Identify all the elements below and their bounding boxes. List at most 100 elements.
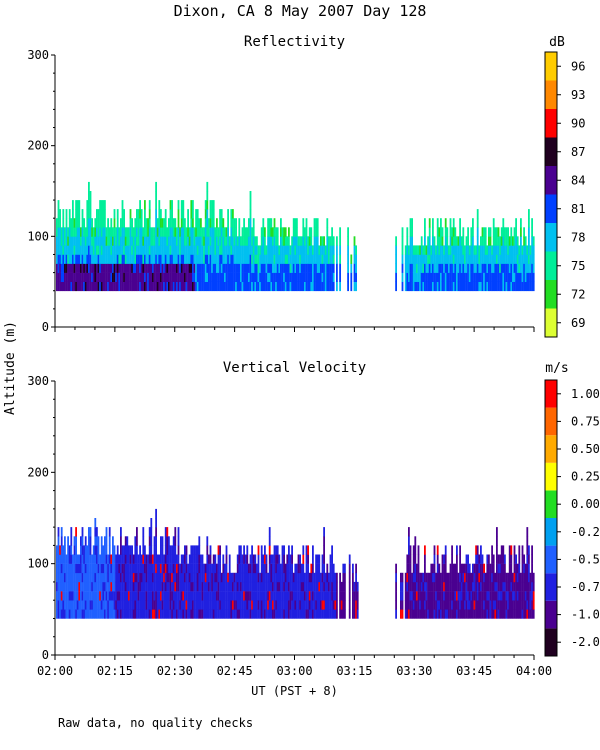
data-cell: [289, 254, 292, 264]
data-cell: [100, 554, 103, 564]
data-cell: [150, 563, 153, 574]
data-cell: [188, 563, 191, 574]
data-cell: [99, 554, 101, 564]
data-cell: [104, 581, 106, 592]
data-cell: [286, 581, 289, 592]
data-cell: [108, 245, 111, 255]
data-cell: [275, 554, 277, 564]
data-cell: [68, 281, 71, 292]
data-cell: [308, 572, 311, 583]
data-cell: [504, 227, 506, 237]
data-cell: [164, 581, 167, 592]
data-cell: [307, 545, 309, 555]
data-cell: [513, 236, 516, 246]
data-cell: [504, 563, 506, 574]
data-cell: [134, 572, 137, 583]
data-cell: [480, 545, 482, 555]
data-cell: [59, 281, 61, 292]
data-cell: [185, 609, 188, 619]
data-cell: [156, 554, 159, 564]
data-cell: [225, 245, 228, 255]
data-cell: [275, 236, 277, 246]
data-cell: [353, 245, 356, 255]
data-cell: [331, 572, 333, 583]
data-cell: [83, 254, 85, 264]
data-cell: [476, 209, 479, 219]
data-cell: [446, 600, 449, 610]
data-cell: [291, 281, 293, 292]
data-cell: [294, 254, 297, 264]
data-cell: [190, 281, 193, 292]
data-cell: [417, 545, 420, 555]
data-cell: [164, 536, 167, 546]
data-cell: [115, 581, 117, 592]
data-cell: [264, 563, 266, 574]
data-cell: [532, 245, 535, 255]
data-cell: [521, 563, 524, 574]
data-cell: [72, 572, 74, 583]
data-cell: [64, 609, 66, 619]
data-cell: [190, 218, 193, 228]
data-cell: [193, 254, 196, 264]
data-cell: [86, 236, 89, 246]
data-cell: [302, 236, 305, 246]
data-cell: [502, 600, 505, 610]
data-cell: [75, 245, 77, 255]
data-cell: [172, 609, 175, 619]
data-cell: [169, 236, 172, 246]
data-cell: [180, 591, 183, 601]
data-cell: [492, 218, 495, 228]
data-cell: [206, 191, 209, 201]
data-cell: [67, 272, 69, 282]
data-cell: [104, 272, 106, 282]
data-cell: [177, 272, 180, 282]
data-cell: [467, 554, 469, 564]
data-cell: [416, 581, 418, 592]
data-cell: [315, 581, 317, 592]
data-cell: [459, 272, 461, 282]
data-cell: [248, 591, 250, 601]
data-cell: [499, 609, 501, 619]
data-cell: [427, 281, 429, 292]
data-cell: [92, 227, 95, 237]
data-cell: [499, 572, 501, 583]
data-cell: [307, 263, 309, 273]
data-cell: [323, 545, 325, 555]
data-cell: [518, 254, 521, 264]
data-cell: [227, 572, 229, 583]
data-cell: [177, 236, 180, 246]
data-cell: [268, 545, 271, 555]
data-cell: [129, 581, 132, 592]
data-cell: [228, 245, 231, 255]
data-cell: [176, 281, 178, 292]
data-cell: [88, 254, 90, 264]
data-cell: [169, 245, 172, 255]
data-cell: [489, 227, 492, 237]
data-cell: [76, 554, 79, 564]
data-cell: [254, 245, 257, 255]
data-cell: [148, 545, 151, 555]
data-cell: [209, 209, 212, 219]
data-cell: [92, 609, 95, 619]
data-cell: [336, 263, 338, 273]
data-cell: [200, 609, 202, 619]
data-cell: [299, 591, 301, 601]
data-cell: [491, 591, 493, 601]
data-cell: [201, 281, 204, 292]
data-cell: [84, 245, 87, 255]
data-cell: [187, 572, 189, 583]
data-cell: [81, 236, 84, 246]
data-cell: [208, 581, 210, 592]
data-cell: [208, 218, 210, 228]
data-cell: [65, 245, 68, 255]
data-cell: [246, 609, 249, 619]
data-cell: [112, 609, 114, 619]
data-cell: [153, 254, 156, 264]
data-cell: [115, 227, 117, 237]
data-cell: [297, 609, 300, 619]
data-cell: [150, 254, 153, 264]
data-cell: [211, 263, 213, 273]
data-cell: [312, 600, 314, 610]
data-cell: [65, 281, 68, 292]
data-cell: [75, 218, 77, 228]
